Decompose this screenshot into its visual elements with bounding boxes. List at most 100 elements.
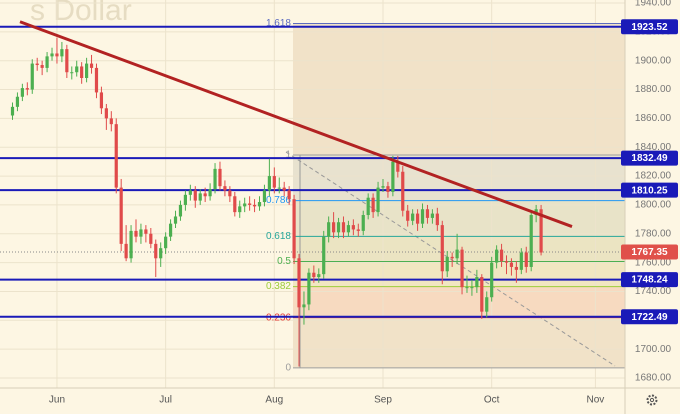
candle-body	[336, 222, 341, 233]
x-tick-label: Aug	[265, 395, 283, 406]
candle-body	[208, 189, 212, 197]
candle-body	[80, 66, 84, 78]
candle-body	[55, 53, 59, 57]
fib-band	[293, 155, 625, 201]
candle-body	[341, 222, 346, 233]
candle-body	[435, 213, 439, 226]
candle-body	[45, 56, 49, 68]
candle-body	[351, 225, 355, 230]
candle-body	[485, 297, 489, 312]
candle-body	[420, 209, 425, 224]
fib-label: 1	[285, 150, 291, 161]
x-tick-label: Oct	[484, 395, 500, 406]
candle-body	[346, 225, 351, 233]
candle-body	[89, 63, 94, 68]
candle-body	[139, 229, 143, 237]
candle-body	[450, 256, 454, 259]
candle-body	[465, 287, 469, 289]
y-tick-label: 1760.00	[635, 257, 672, 268]
price-label: 1722.49	[631, 312, 668, 323]
candle-body	[292, 199, 296, 259]
candle-body	[99, 92, 104, 109]
y-tick-label: 1800.00	[635, 200, 672, 211]
fib-band	[293, 261, 625, 287]
candle-body	[129, 230, 133, 259]
candle-body	[267, 176, 271, 191]
candle-body	[178, 204, 183, 217]
price-label-bg	[621, 244, 678, 260]
candle-body	[514, 266, 518, 270]
fib-area	[293, 23, 625, 368]
candle-body	[504, 261, 509, 263]
fib-label: 0.5	[277, 256, 291, 267]
candle-body	[15, 96, 20, 107]
candle-body	[65, 49, 69, 73]
candle-body	[94, 67, 99, 93]
settings-button[interactable]	[646, 394, 658, 406]
candle-body	[124, 243, 128, 259]
candle-body	[470, 287, 474, 289]
y-tick-label: 1700.00	[635, 344, 672, 355]
y-tick-label: 1900.00	[635, 55, 672, 66]
fib-label: 1.618	[266, 18, 291, 29]
gear-ring	[646, 394, 658, 406]
price-label: 1923.52	[631, 22, 668, 33]
candle-body	[371, 197, 375, 213]
price-label: 1767.35	[631, 247, 668, 258]
candle-body	[391, 161, 395, 192]
candle-body	[509, 262, 514, 267]
gear-hub	[649, 397, 655, 403]
price-label: 1810.25	[631, 185, 668, 196]
fib-label: 0.382	[266, 281, 291, 292]
candle-body	[401, 171, 405, 211]
candle-body	[490, 262, 494, 298]
candle-body	[85, 63, 89, 78]
candle-body	[307, 272, 311, 305]
candle-body	[386, 186, 390, 192]
fib-label: 0.786	[266, 195, 291, 206]
candle-body	[322, 236, 326, 275]
candle-body	[203, 193, 207, 197]
y-tick-label: 1740.00	[635, 286, 672, 297]
y-tick-label: 1880.00	[635, 84, 672, 95]
candle-body	[159, 248, 163, 259]
candle-body	[440, 225, 444, 272]
candle-body	[332, 222, 336, 233]
fib-trend	[285, 151, 616, 367]
candle-body	[406, 210, 410, 221]
y-tick-label: 1820.00	[635, 171, 672, 182]
candle-body	[376, 187, 380, 213]
candle-body	[30, 63, 34, 90]
candle-body	[20, 88, 24, 97]
candle-body	[223, 186, 227, 191]
candle-body	[411, 213, 415, 221]
candle-body	[529, 215, 533, 267]
y-tick-label: 1780.00	[635, 228, 672, 239]
x-tick-label: Jul	[159, 395, 172, 406]
candle-body	[415, 213, 420, 224]
fib-band	[293, 236, 625, 262]
candle-body	[302, 304, 306, 308]
price-label-bg	[621, 182, 678, 198]
candle-body	[317, 274, 321, 278]
candle-body	[193, 190, 197, 201]
candle-body	[233, 196, 237, 213]
candle-body	[164, 236, 168, 249]
candle-body	[75, 66, 79, 73]
candle-body	[188, 190, 192, 195]
candle-body	[50, 53, 54, 57]
candle-body	[238, 206, 242, 213]
candle-body	[168, 223, 173, 237]
candle-body	[144, 229, 148, 234]
candle-body	[455, 249, 459, 259]
x-tick-label: Jun	[49, 395, 65, 406]
y-tick-label: 1840.00	[635, 142, 672, 153]
candle-body	[396, 161, 400, 172]
candle-body	[70, 72, 74, 74]
candle-body	[213, 168, 217, 190]
candle-body	[272, 176, 276, 188]
candle-body	[183, 194, 187, 205]
